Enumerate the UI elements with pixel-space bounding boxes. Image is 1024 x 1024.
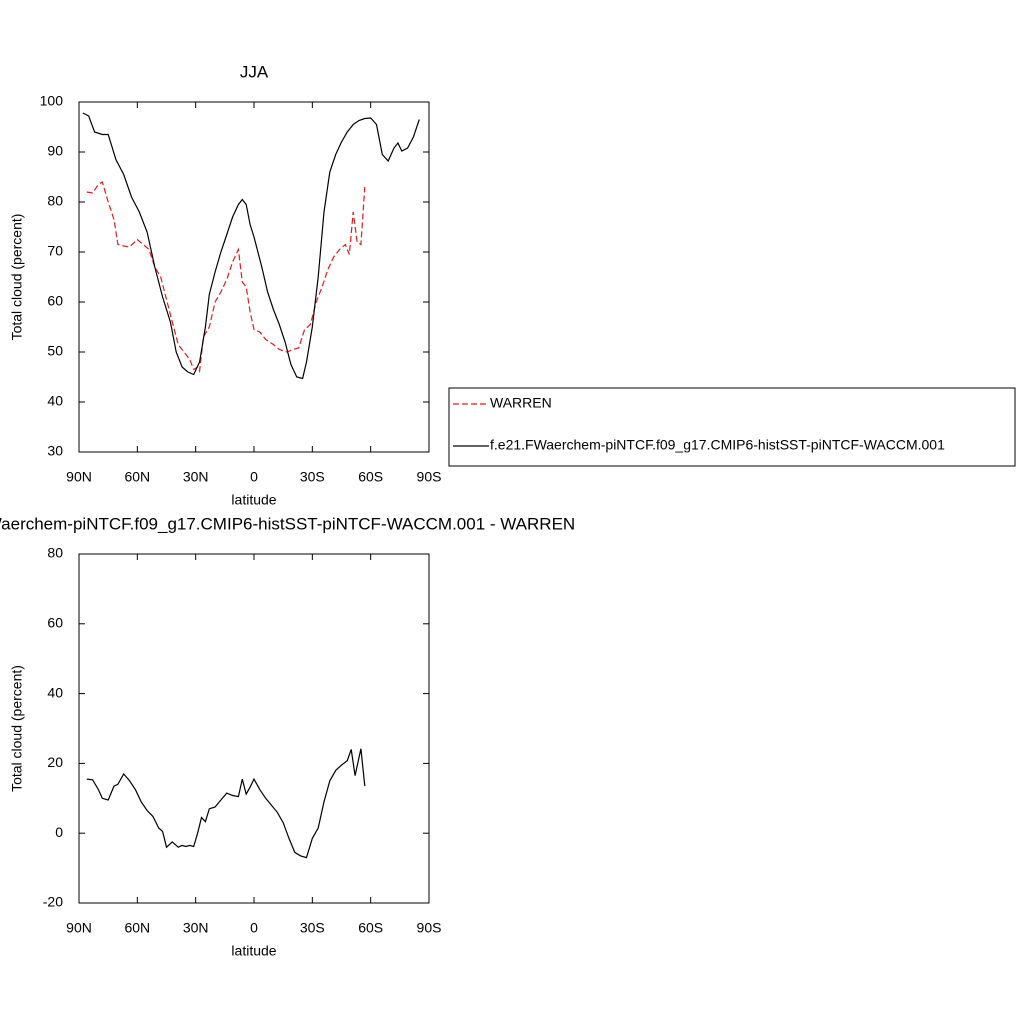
x-axis-title: latitude <box>231 492 276 508</box>
chart-title: f.e21.FWaerchem-piNTCF.f09_g17.CMIP6-his… <box>0 514 575 533</box>
x-tick-label: 30S <box>300 469 325 485</box>
x-tick-label: 30N <box>183 469 209 485</box>
y-axis-title: Total cloud (percent) <box>9 665 25 792</box>
x-tick-label: 0 <box>250 469 258 485</box>
y-tick-label: 70 <box>47 243 63 259</box>
chart-title: JJA <box>240 62 269 81</box>
y-tick-label: 30 <box>47 443 63 459</box>
data-line <box>82 112 420 380</box>
x-tick-label: 60S <box>358 920 383 936</box>
legend-label: WARREN <box>490 395 552 411</box>
x-tick-label: 30S <box>300 920 325 936</box>
y-tick-label: 40 <box>47 684 63 700</box>
y-axis-title: Total cloud (percent) <box>9 214 25 341</box>
x-tick-label: 90N <box>66 469 92 485</box>
y-tick-label: 20 <box>47 754 63 770</box>
x-tick-label: 30N <box>183 920 209 936</box>
x-tick-label: 60S <box>358 469 383 485</box>
data-line <box>86 748 366 859</box>
y-tick-label: 60 <box>47 615 63 631</box>
y-tick-label: 50 <box>47 343 63 359</box>
x-tick-label: 90S <box>417 920 442 936</box>
x-axis-title: latitude <box>231 943 276 959</box>
y-tick-label: -20 <box>43 894 63 910</box>
x-tick-label: 60N <box>124 920 150 936</box>
y-tick-label: 100 <box>40 93 64 109</box>
y-tick-label: 80 <box>47 545 63 561</box>
x-tick-label: 60N <box>124 469 150 485</box>
y-tick-label: 90 <box>47 143 63 159</box>
x-tick-label: 0 <box>250 920 258 936</box>
data-line <box>86 181 366 374</box>
y-tick-label: 40 <box>47 393 63 409</box>
legend-box <box>448 387 1016 467</box>
x-tick-label: 90N <box>66 920 92 936</box>
y-tick-label: 80 <box>47 193 63 209</box>
legend-label: f.e21.FWaerchem-piNTCF.f09_g17.CMIP6-his… <box>490 437 945 453</box>
y-tick-label: 0 <box>55 824 63 840</box>
x-tick-label: 90S <box>417 469 442 485</box>
y-tick-label: 60 <box>47 293 63 309</box>
